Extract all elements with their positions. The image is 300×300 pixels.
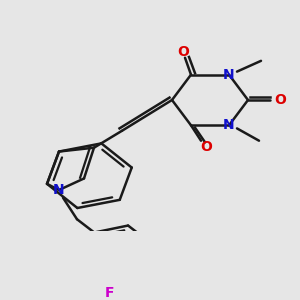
Text: O: O [200,140,212,154]
Text: N: N [53,183,65,197]
Text: O: O [274,93,286,107]
Text: N: N [223,118,235,132]
Text: F: F [105,286,115,300]
Text: O: O [177,45,189,58]
Text: N: N [223,68,235,82]
